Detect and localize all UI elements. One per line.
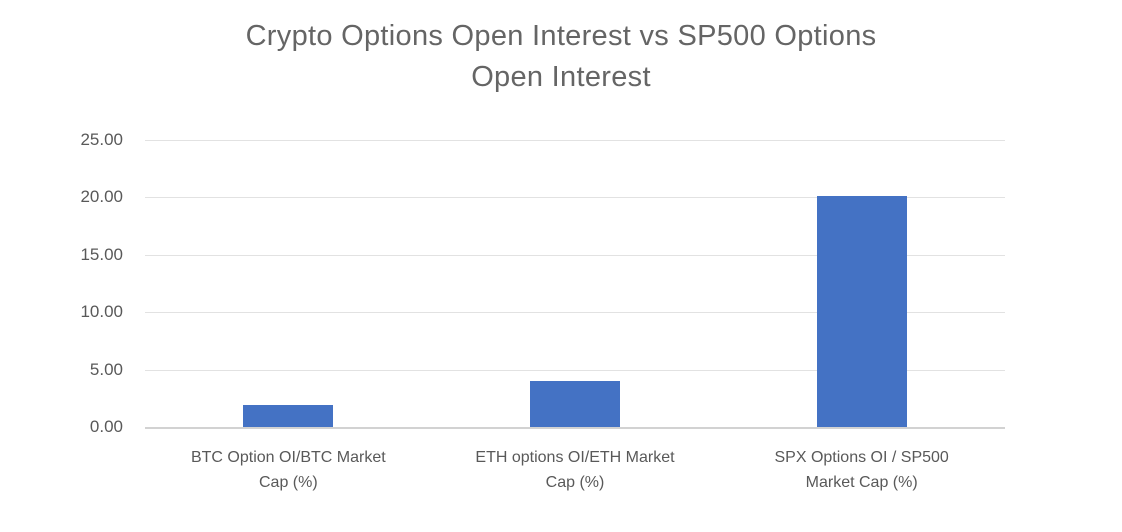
chart-title: Crypto Options Open Interest vs SP500 Op… xyxy=(0,16,1122,98)
gridline xyxy=(145,312,1005,314)
x-axis-label: BTC Option OI/BTC Market Cap (%) xyxy=(190,449,386,491)
chart-title-line-1: Crypto Options Open Interest vs SP500 Op… xyxy=(245,20,877,52)
gridline xyxy=(145,140,1005,141)
y-axis-tick-label: 15.00 xyxy=(80,244,123,264)
plot-area xyxy=(145,140,1005,429)
y-axis-tick-label: 10.00 xyxy=(80,302,123,322)
bar xyxy=(816,196,907,427)
x-axis-label: SPX Options OI / SP500 Market Cap (%) xyxy=(774,449,949,491)
gridline xyxy=(145,197,1005,199)
x-axis: BTC Option OI/BTC Market Cap (%) ETH opti… xyxy=(145,445,1005,505)
y-axis-tick-label: 5.00 xyxy=(89,359,123,379)
y-axis-tick-label: 25.00 xyxy=(80,130,123,149)
x-axis-label: ETH options OI/ETH Market Cap (%) xyxy=(475,449,675,491)
y-axis: 0.00 5.00 10.00 15.00 20.00 25.00 xyxy=(0,130,123,436)
y-axis-tick-label: 0.00 xyxy=(89,417,123,436)
y-axis-tick-label: 20.00 xyxy=(80,187,123,207)
gridline xyxy=(145,254,1005,256)
chart-title-line-2: Open Interest xyxy=(471,61,651,93)
gridline xyxy=(145,369,1005,371)
bar xyxy=(243,405,334,427)
bar xyxy=(530,381,620,427)
